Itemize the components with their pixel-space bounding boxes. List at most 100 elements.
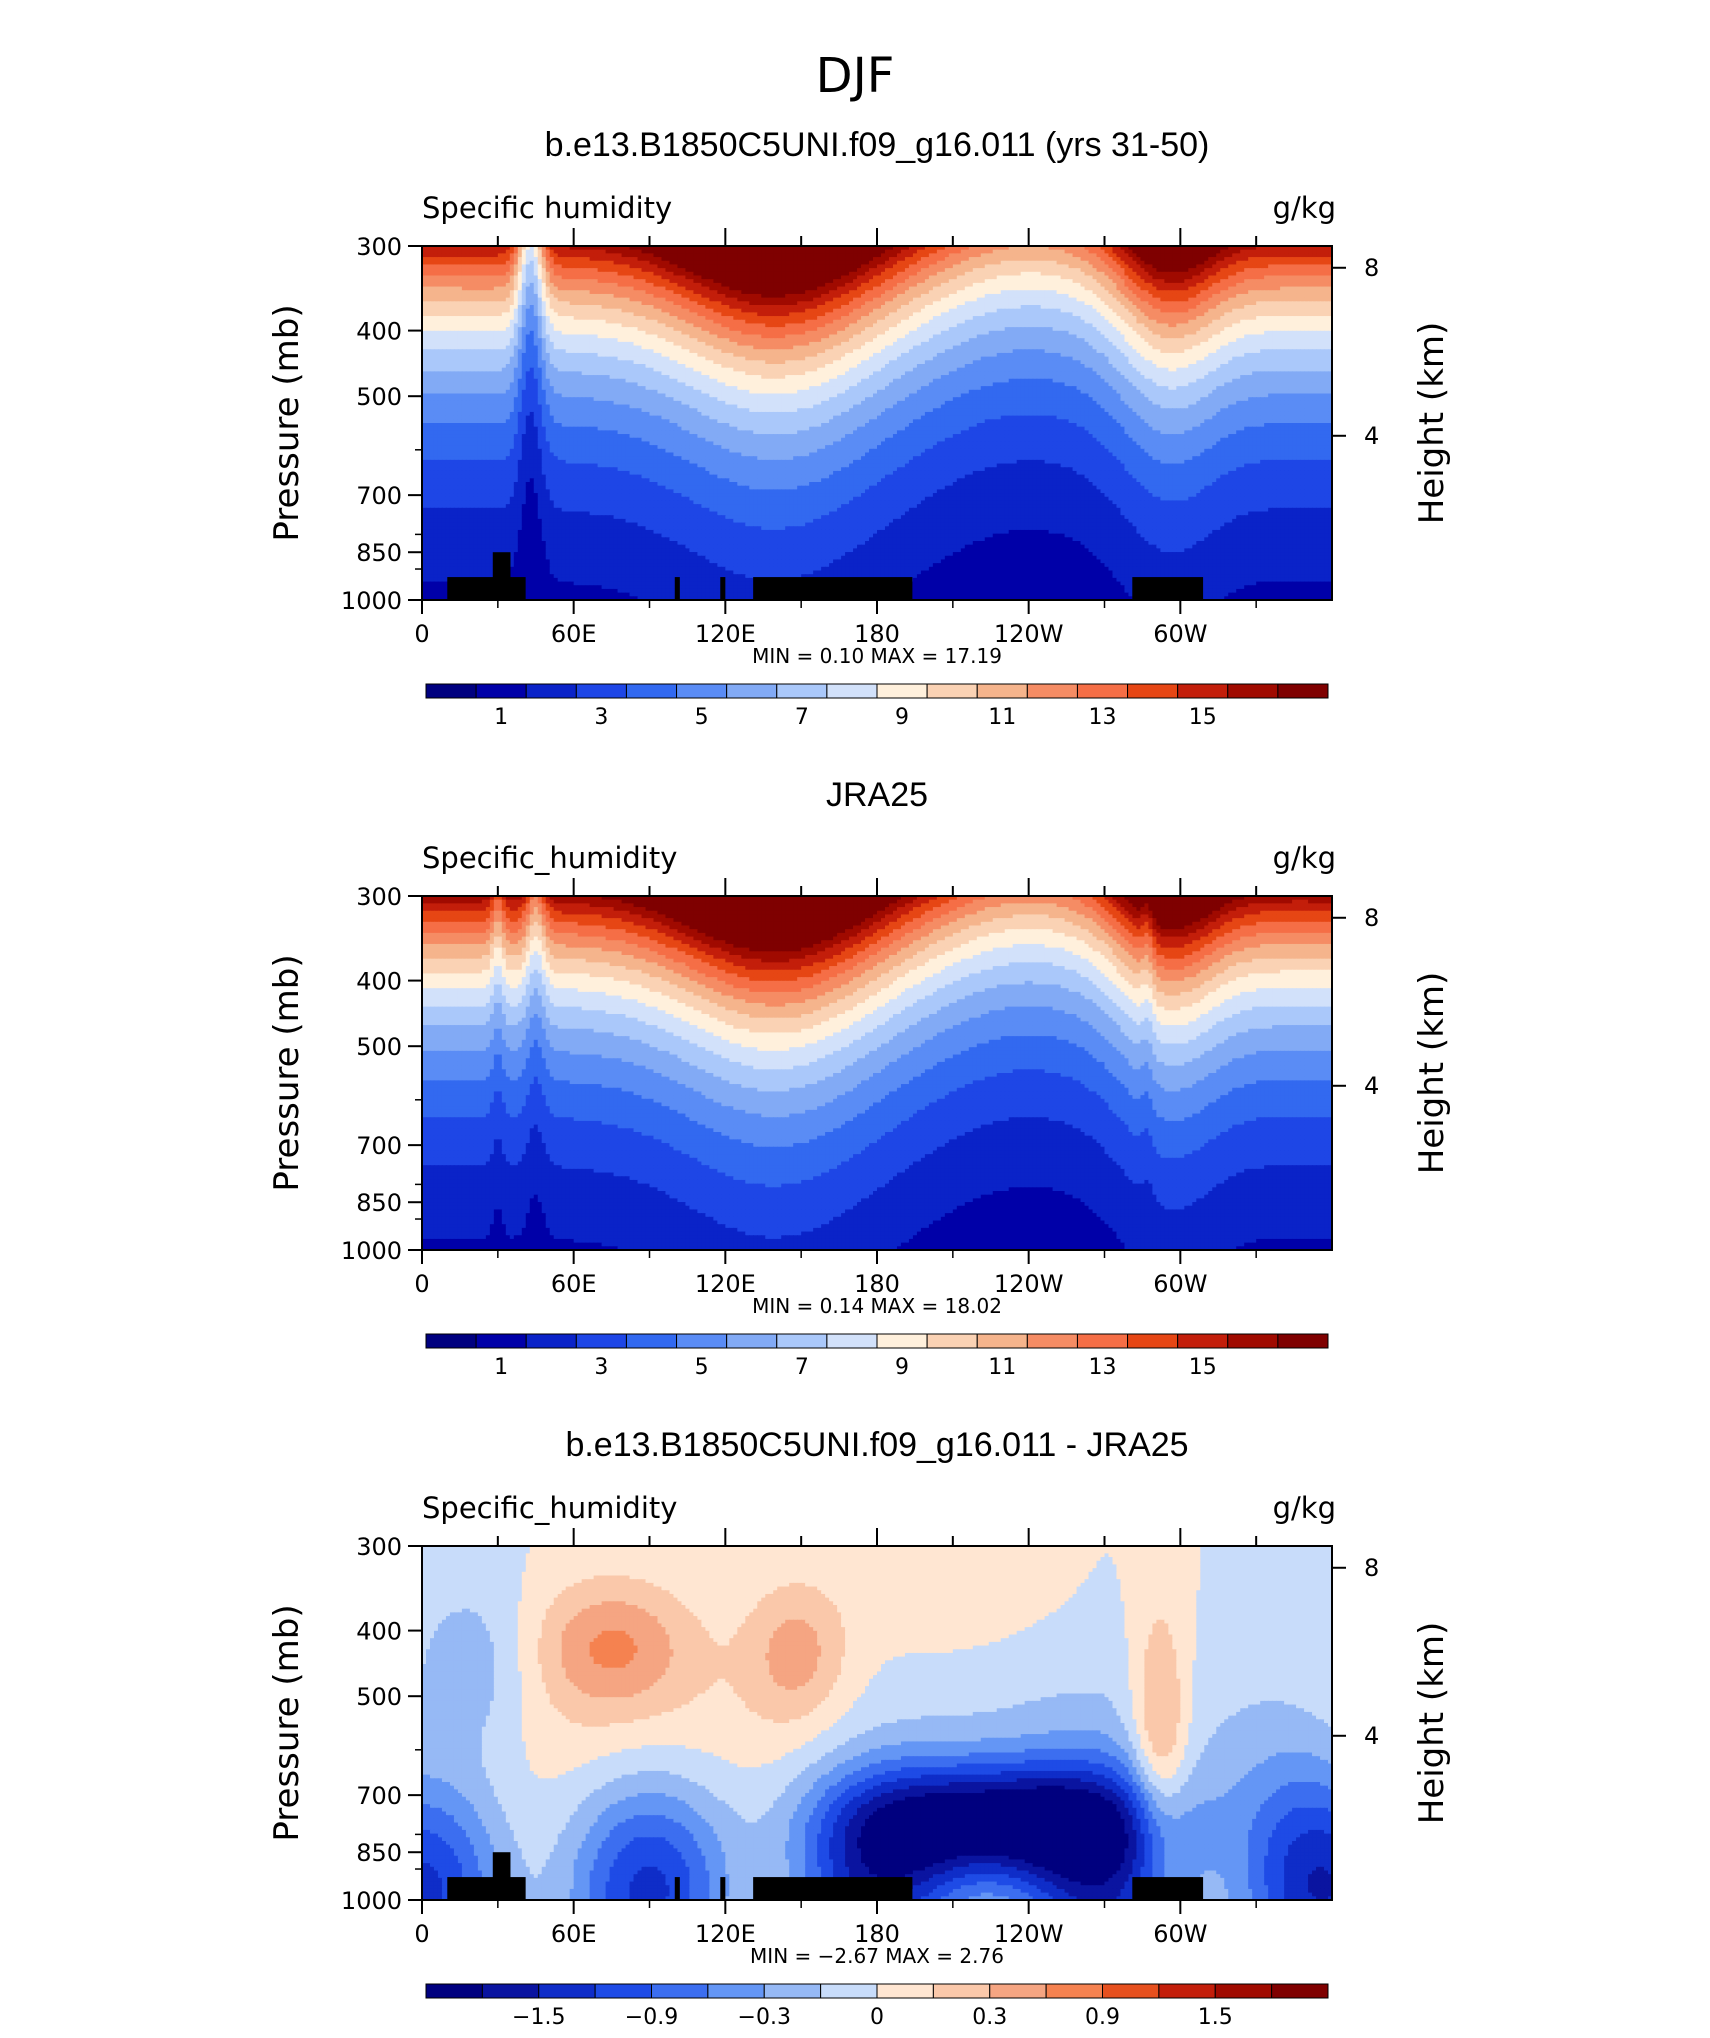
colorbar-label: −1.5 bbox=[512, 2005, 565, 2030]
colorbar-swatch bbox=[482, 1984, 538, 1998]
y-tick-label: 700 bbox=[356, 482, 402, 510]
contour-field bbox=[422, 896, 1333, 1251]
colorbar-swatch bbox=[626, 1334, 676, 1348]
topography-block bbox=[493, 552, 511, 600]
x-tick-label: 0 bbox=[414, 1270, 429, 1298]
colorbar-label: 5 bbox=[695, 1355, 709, 1380]
colorbar-swatch bbox=[1046, 1984, 1102, 1998]
colorbar-swatch bbox=[1128, 1334, 1178, 1348]
x-tick-label: 60W bbox=[1153, 1920, 1207, 1948]
units-label: g/kg bbox=[1273, 191, 1336, 225]
x-tick-label: 120E bbox=[695, 1270, 756, 1298]
colorbar-swatch bbox=[777, 684, 827, 698]
panel-3: b.e13.B1850C5UNI.f09_g16.011 - JRA25 Spec… bbox=[267, 1426, 1452, 2030]
colorbar-label: 13 bbox=[1089, 705, 1117, 730]
y-tick-label: 400 bbox=[356, 1618, 402, 1646]
panel-title: JRA25 bbox=[826, 776, 928, 814]
topography-block bbox=[447, 1877, 525, 1900]
colorbar-swatch bbox=[677, 684, 727, 698]
colorbar-swatch bbox=[626, 684, 676, 698]
colorbar-swatch bbox=[977, 684, 1027, 698]
units-label: g/kg bbox=[1273, 841, 1336, 875]
right-axis-title: Height (km) bbox=[1412, 322, 1452, 525]
colorbar-swatch bbox=[764, 1984, 820, 1998]
min-max-stats: MIN = −2.67 MAX = 2.76 bbox=[750, 1944, 1004, 1968]
colorbar-label: 9 bbox=[895, 705, 909, 730]
colorbar-swatch bbox=[426, 1984, 482, 1998]
colorbar-swatch bbox=[977, 1334, 1027, 1348]
colorbar-swatch bbox=[1159, 1984, 1215, 1998]
colorbar-swatch bbox=[1128, 684, 1178, 698]
variable-label: Specific_humidity bbox=[422, 1491, 677, 1525]
y-tick-label: 1000 bbox=[341, 1887, 402, 1915]
colorbar-swatch bbox=[777, 1334, 827, 1348]
right-tick-label: 8 bbox=[1364, 254, 1379, 282]
colorbar-label: 1 bbox=[494, 1355, 508, 1380]
y-tick-label: 700 bbox=[356, 1782, 402, 1810]
x-tick-label: 60E bbox=[551, 1920, 597, 1948]
colorbar-swatch bbox=[476, 684, 526, 698]
topography-block bbox=[753, 577, 912, 600]
topography-block bbox=[753, 1877, 912, 1900]
colorbar-swatch bbox=[1077, 1334, 1127, 1348]
y-tick-label: 700 bbox=[356, 1132, 402, 1160]
y-tick-label: 300 bbox=[356, 1533, 402, 1561]
x-tick-label: 60E bbox=[551, 620, 597, 648]
x-tick-label: 60W bbox=[1153, 1270, 1207, 1298]
colorbar-swatch bbox=[539, 1984, 595, 1998]
colorbar-label: 3 bbox=[594, 705, 608, 730]
colorbar-swatch bbox=[595, 1984, 651, 1998]
y-axis-title: Pressure (mb) bbox=[267, 304, 307, 541]
y-tick-label: 850 bbox=[356, 1189, 402, 1217]
colorbar-swatch bbox=[1278, 1334, 1328, 1348]
x-tick-label: 120W bbox=[994, 620, 1064, 648]
y-tick-label: 1000 bbox=[341, 1237, 402, 1265]
page-title: DJF bbox=[816, 48, 895, 104]
colorbar-label: 5 bbox=[695, 705, 709, 730]
colorbar-label: 7 bbox=[795, 705, 809, 730]
panel-title: b.e13.B1850C5UNI.f09_g16.011 - JRA25 bbox=[565, 1426, 1188, 1464]
colorbar-label: −0.3 bbox=[738, 2005, 791, 2030]
right-tick-label: 8 bbox=[1364, 1554, 1379, 1582]
y-tick-label: 1000 bbox=[341, 587, 402, 615]
colorbar-swatch bbox=[1027, 684, 1077, 698]
colorbar-swatch bbox=[1077, 684, 1127, 698]
figure: DJF b.e13.B1850C5UNI.f09_g16.011 (yrs 31… bbox=[0, 0, 1710, 2038]
panel-title: b.e13.B1850C5UNI.f09_g16.011 (yrs 31-50) bbox=[545, 126, 1210, 164]
right-axis-title: Height (km) bbox=[1412, 972, 1452, 1175]
topography-block bbox=[493, 1852, 511, 1900]
colorbar-swatch bbox=[576, 1334, 626, 1348]
topography-block bbox=[447, 577, 525, 600]
colorbar-swatch bbox=[827, 1334, 877, 1348]
colorbar-label: 1 bbox=[494, 705, 508, 730]
topography-block bbox=[1132, 577, 1203, 600]
colorbar-swatch bbox=[877, 684, 927, 698]
units-label: g/kg bbox=[1273, 1491, 1336, 1525]
colorbar-swatch bbox=[821, 1984, 877, 1998]
colorbar-swatch bbox=[1215, 1984, 1271, 1998]
colorbar-swatch bbox=[1103, 1984, 1159, 1998]
min-max-stats: MIN = 0.14 MAX = 18.02 bbox=[752, 1294, 1002, 1318]
x-tick-label: 0 bbox=[414, 1920, 429, 1948]
colorbar-swatch bbox=[426, 1334, 476, 1348]
colorbar-swatch bbox=[933, 1984, 989, 1998]
right-axis-title: Height (km) bbox=[1412, 1622, 1452, 1825]
colorbar: 1 3 5 7 9 11 13 15 bbox=[426, 1334, 1328, 1380]
right-tick-label: 4 bbox=[1364, 1722, 1379, 1750]
contour-field bbox=[422, 1546, 1333, 1901]
x-tick-label: 120W bbox=[994, 1270, 1064, 1298]
colorbar-swatch bbox=[1228, 684, 1278, 698]
colorbar-swatch bbox=[877, 1334, 927, 1348]
topography-block bbox=[1132, 1877, 1203, 1900]
colorbar-swatch bbox=[727, 684, 777, 698]
right-tick-label: 4 bbox=[1364, 1072, 1379, 1100]
topography-block bbox=[720, 577, 725, 600]
colorbar-label: 0 bbox=[870, 2005, 884, 2030]
colorbar-label: 11 bbox=[988, 705, 1016, 730]
panel-1: b.e13.B1850C5UNI.f09_g16.011 (yrs 31-50)… bbox=[267, 126, 1452, 730]
topography-block bbox=[675, 1877, 680, 1900]
colorbar-label: 3 bbox=[594, 1355, 608, 1380]
colorbar-label: −0.9 bbox=[625, 2005, 678, 2030]
colorbar-swatch bbox=[877, 1984, 933, 1998]
